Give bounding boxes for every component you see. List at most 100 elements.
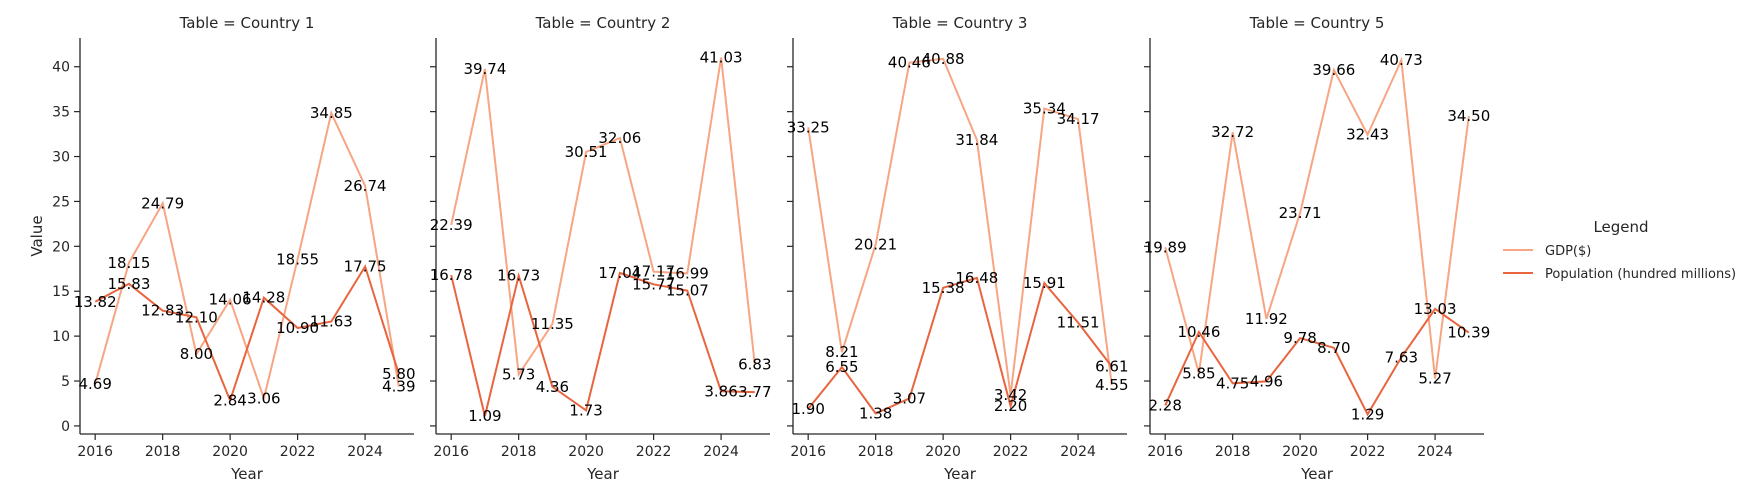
data-label: 15.38 <box>922 279 965 297</box>
data-label: 19.89 <box>1144 238 1187 256</box>
x-axis-title: Year <box>586 465 620 483</box>
data-label: 10.46 <box>1177 323 1220 341</box>
data-label: 11.63 <box>310 312 353 330</box>
data-label: 14.06 <box>209 291 252 309</box>
population-series-line <box>807 276 1113 415</box>
data-label: 16.99 <box>666 264 709 282</box>
data-label: 16.78 <box>430 266 473 284</box>
data-label: 4.69 <box>78 375 111 393</box>
data-label: 31.84 <box>955 131 998 149</box>
data-label: 40.46 <box>888 54 931 72</box>
x-tick-label: 2018 <box>1215 444 1251 460</box>
data-label: 8.21 <box>825 343 858 361</box>
x-tick-label: 2020 <box>925 444 961 460</box>
data-label: 17.75 <box>344 258 387 276</box>
data-label: 39.74 <box>463 60 506 78</box>
data-label: 8.70 <box>1317 339 1350 357</box>
data-label: 10.90 <box>276 319 319 337</box>
data-label: 8.00 <box>180 345 213 363</box>
data-label: 3.06 <box>247 389 280 407</box>
legend-label: Population (hundred millions) <box>1545 267 1736 282</box>
x-tick-label: 2020 <box>212 444 248 460</box>
data-label: 7.63 <box>1385 348 1418 366</box>
population-series-line <box>1164 307 1470 417</box>
x-tick-label: 2022 <box>636 444 672 460</box>
data-label: 41.03 <box>700 48 743 66</box>
data-label: 30.51 <box>565 143 608 161</box>
panel-title: Table = Country 2 <box>535 14 671 32</box>
data-label: 13.82 <box>74 293 117 311</box>
data-label: 20.21 <box>854 235 897 253</box>
data-label: 18.55 <box>276 250 319 268</box>
data-label: 17.04 <box>598 264 641 282</box>
y-tick-label: 35 <box>52 105 70 121</box>
data-label: 11.35 <box>531 315 574 333</box>
data-label: 16.48 <box>955 269 998 287</box>
data-label: 6.55 <box>825 358 858 376</box>
data-label: 10.39 <box>1447 324 1490 342</box>
x-tick-label: 2016 <box>1147 444 1183 460</box>
x-tick-label: 2022 <box>1350 444 1386 460</box>
data-label: 5.85 <box>1182 364 1215 382</box>
data-label: 12.83 <box>141 302 184 320</box>
x-tick-label: 2022 <box>280 444 316 460</box>
y-axis-title: Value <box>28 215 46 256</box>
data-label: 11.92 <box>1245 310 1288 328</box>
data-label: 3.07 <box>893 389 926 407</box>
data-label: 15.07 <box>666 282 709 300</box>
data-label: 11.51 <box>1057 314 1100 332</box>
data-label: 33.25 <box>787 118 830 136</box>
data-label: 5.80 <box>382 365 415 383</box>
data-label: 1.09 <box>468 407 501 425</box>
data-label: 5.27 <box>1418 370 1451 388</box>
x-tick-label: 2018 <box>858 444 894 460</box>
x-axis-title: Year <box>230 465 264 483</box>
x-tick-label: 2024 <box>347 444 383 460</box>
data-label: 5.73 <box>502 365 535 383</box>
y-tick-label: 20 <box>52 239 70 255</box>
x-tick-label: 2020 <box>1282 444 1318 460</box>
data-label: 1.29 <box>1351 405 1384 423</box>
data-label: 13.03 <box>1414 300 1457 318</box>
population-series-line <box>450 271 755 417</box>
panel-title: Table = Country 3 <box>892 14 1028 32</box>
data-label: 22.39 <box>430 216 473 234</box>
data-label: 3.77 <box>738 383 771 401</box>
x-tick-label: 2016 <box>433 444 469 460</box>
data-label: 23.71 <box>1279 204 1322 222</box>
data-label: 24.79 <box>141 194 184 212</box>
data-label: 3.86 <box>704 382 737 400</box>
data-label: 1.90 <box>791 400 824 418</box>
data-label: 17.17 <box>632 263 675 281</box>
data-label: 4.55 <box>1095 376 1128 394</box>
data-label: 15.77 <box>632 275 675 293</box>
x-axis-title: Year <box>1300 465 1334 483</box>
data-label: 4.96 <box>1250 372 1283 390</box>
panel-title: Table = Country 1 <box>179 14 315 32</box>
x-tick-label: 2018 <box>145 444 181 460</box>
x-tick-label: 2018 <box>501 444 537 460</box>
data-label: 34.17 <box>1057 110 1100 128</box>
legend-label: GDP($) <box>1545 244 1591 259</box>
y-tick-label: 30 <box>52 150 70 166</box>
y-tick-label: 10 <box>52 329 70 345</box>
data-label: 39.66 <box>1312 61 1355 79</box>
data-label: 6.61 <box>1095 358 1128 376</box>
y-tick-label: 0 <box>61 419 70 435</box>
legend-title: Legend <box>1593 218 1648 236</box>
data-label: 35.34 <box>1023 100 1066 118</box>
y-tick-label: 5 <box>61 374 70 390</box>
gdp-series-line <box>1164 56 1470 379</box>
data-label: 1.38 <box>859 405 892 423</box>
data-label: 15.91 <box>1023 274 1066 292</box>
data-label: 26.74 <box>344 177 387 195</box>
data-label: 14.28 <box>242 289 285 307</box>
x-tick-label: 2020 <box>568 444 604 460</box>
data-label: 32.06 <box>598 129 641 147</box>
data-label: 2.20 <box>994 397 1027 415</box>
x-tick-label: 2016 <box>790 444 826 460</box>
data-label: 34.85 <box>310 104 353 122</box>
data-label: 32.43 <box>1346 126 1389 144</box>
data-label: 4.39 <box>382 377 415 395</box>
